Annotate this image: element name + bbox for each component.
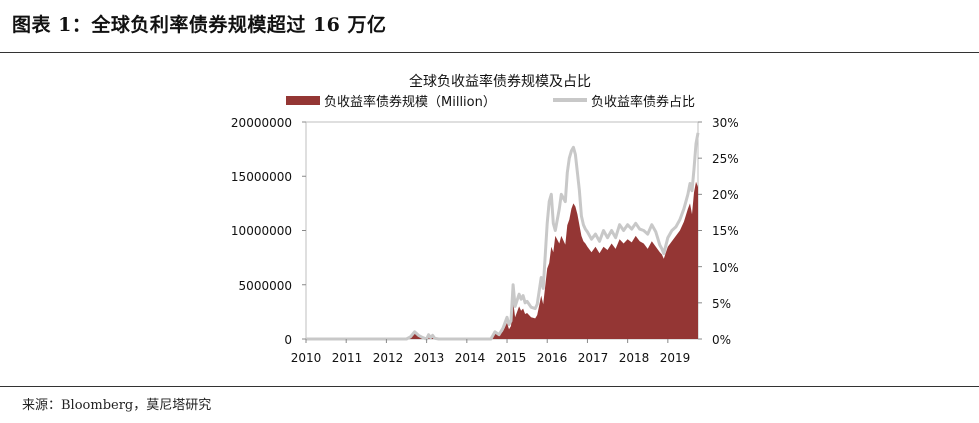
legend: 负收益率债券规模（Million） 负收益率债券占比 [286,94,695,110]
y-left-tick-1: 5000000 [239,279,292,293]
y-right-tick-0: 0% [712,333,731,347]
x-tick-2013: 2013 [414,351,445,365]
y-right-tick-2: 10% [712,261,739,275]
x-tick-2019: 2019 [660,351,691,365]
x-tick-2010: 2010 [291,351,322,365]
series-line-negative-yield-share [306,132,700,341]
y-right-tick-5: 25% [712,152,739,166]
x-tick-2011: 2011 [332,351,363,365]
bottom-divider [0,386,979,387]
y-left-tick-4: 20000000 [231,116,292,130]
y-right-tick-6: 30% [712,116,739,130]
y-right-tick-4: 20% [712,188,739,202]
figure-title: 图表 1：全球负利率债券规模超过 16 万亿 [12,14,387,36]
y-right-axis: 0% 5% 10% 15% 20% 25% 30% [712,116,739,347]
x-axis: 2010 2011 2012 2013 2014 2015 2016 2017 … [291,351,691,365]
y-right-tick-1: 5% [712,297,731,311]
x-tick-2016: 2016 [537,351,568,365]
x-tick-2015: 2015 [496,351,527,365]
top-divider [0,52,979,53]
series-area-negative-yield-size [306,181,698,339]
x-tick-2012: 2012 [373,351,404,365]
legend-swatch-area [286,96,320,105]
chart: 全球负收益率债券规模及占比 负收益率债券规模（Million） 负收益率债券占比… [231,73,739,365]
plot-area [302,121,702,343]
x-tick-2014: 2014 [455,351,486,365]
x-tick-2017: 2017 [578,351,609,365]
y-left-tick-3: 15000000 [231,170,292,184]
x-tick-2018: 2018 [619,351,650,365]
chart-title: 全球负收益率债券规模及占比 [409,73,591,90]
y-left-axis: 0 5000000 10000000 15000000 20000000 [231,116,292,347]
y-left-tick-0: 0 [284,333,292,347]
y-right-tick-3: 15% [712,224,739,238]
source-note: 来源：Bloomberg，莫尼塔研究 [22,398,212,413]
y-left-tick-2: 10000000 [231,224,292,238]
legend-label-area: 负收益率债券规模（Million） [324,94,496,110]
legend-label-line: 负收益率债券占比 [591,94,695,110]
